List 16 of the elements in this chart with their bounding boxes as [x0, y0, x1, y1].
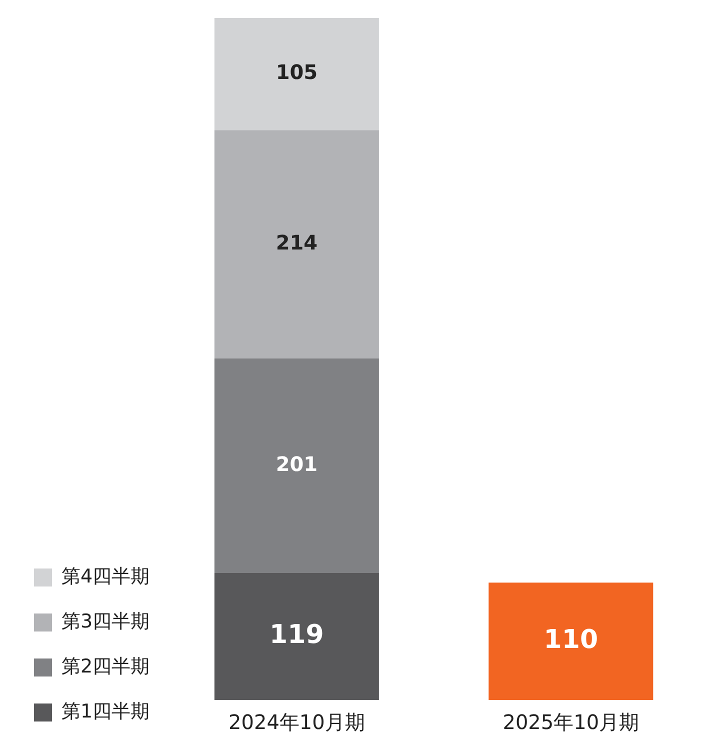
- bar: [214, 358, 379, 573]
- bar: [488, 582, 654, 700]
- data-label: 214: [276, 230, 318, 254]
- legend-label: 第1四半期: [62, 700, 150, 722]
- data-label: 201: [276, 452, 318, 476]
- legend-label: 第4四半期: [62, 565, 150, 588]
- legend-label: 第2四半期: [62, 655, 150, 678]
- x-tick-label: 2024年10月期: [228, 710, 365, 734]
- data-label: 119: [270, 620, 324, 650]
- x-tick-label: 2025年10月期: [502, 710, 640, 734]
- bar: [214, 572, 379, 700]
- data-label: 105: [276, 60, 318, 84]
- bar: [214, 18, 379, 130]
- legend-label: 第3四半期: [62, 610, 150, 632]
- bar: [214, 130, 379, 358]
- data-label: 110: [544, 625, 598, 656]
